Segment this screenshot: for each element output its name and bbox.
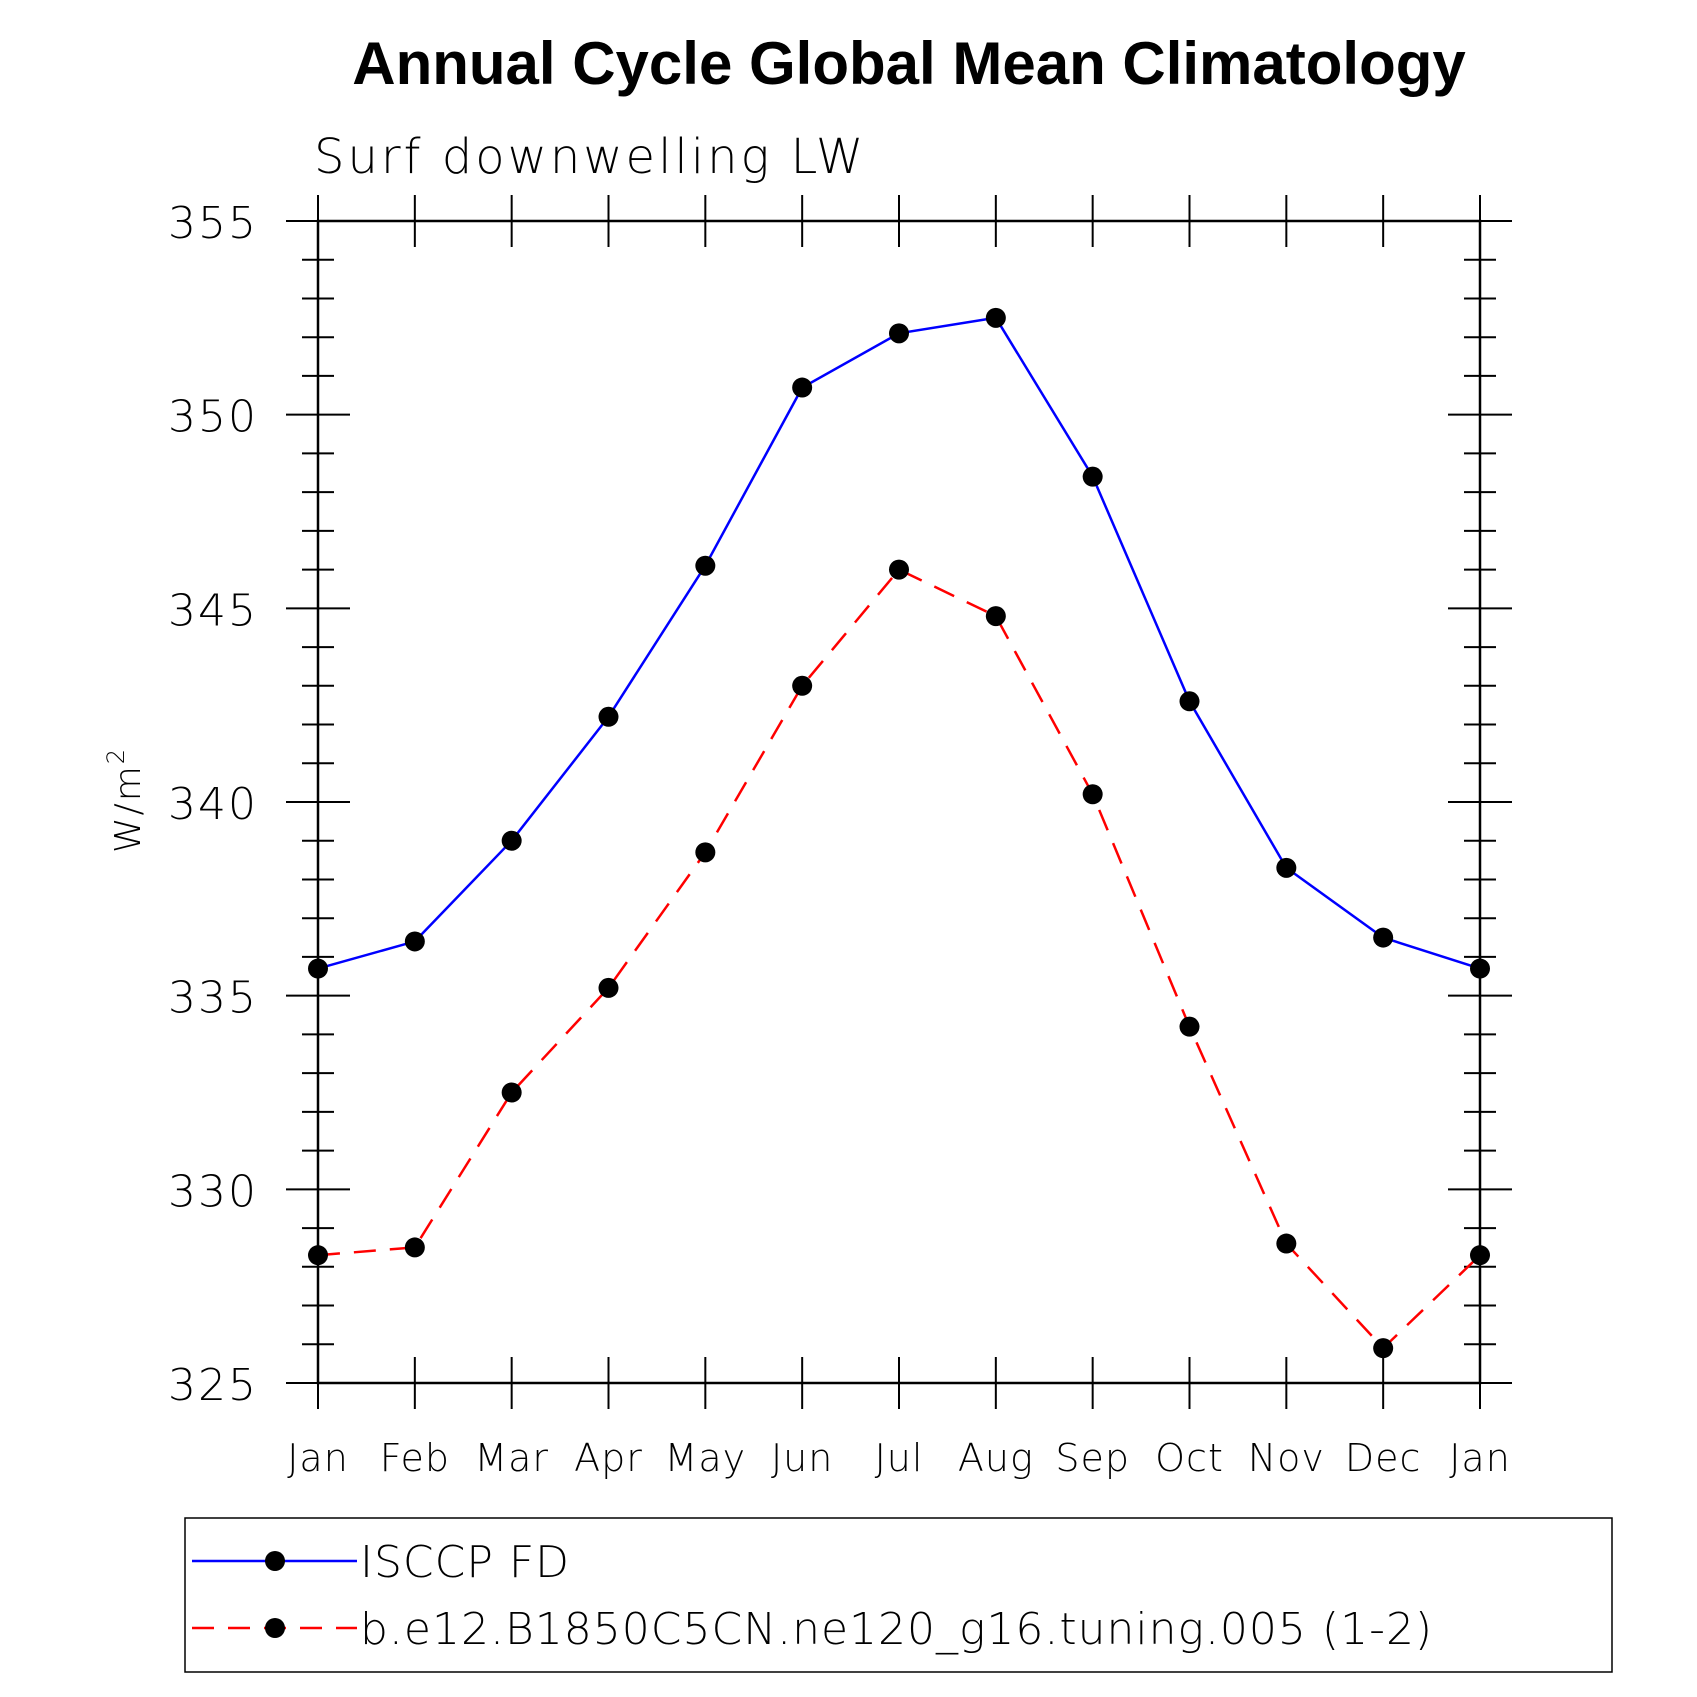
y-tick-label: 355	[168, 198, 258, 249]
data-point	[598, 706, 619, 727]
data-point	[1082, 466, 1103, 487]
x-tick-label: Jan	[1449, 1436, 1511, 1480]
data-point	[308, 1245, 328, 1266]
y-tick-label: 335	[168, 973, 258, 1024]
data-point	[792, 377, 813, 398]
data-point	[695, 555, 716, 576]
legend-label-2: b.e12.B1850C5CN.ne120_g16.tuning.005 (1-…	[360, 1604, 1433, 1655]
data-point	[501, 830, 522, 851]
x-tick-label: Jun	[771, 1436, 833, 1480]
data-point	[889, 323, 909, 344]
data-point	[792, 675, 813, 696]
y-axis-label: W/m2	[102, 747, 149, 853]
y-tick-label: 325	[168, 1360, 258, 1411]
x-tick-labels: Jan Feb Mar Apr May Jun Jul Aug Sep Oct Nov Dec Jan	[287, 1436, 1511, 1480]
y-tick-label: 345	[168, 585, 258, 636]
x-tick-label: Apr	[574, 1436, 643, 1480]
axis-ticks	[286, 195, 1512, 1409]
data-point	[695, 842, 716, 863]
data-point	[1373, 1338, 1394, 1359]
x-tick-label: Dec	[1345, 1436, 1422, 1480]
series-points	[308, 307, 1490, 1359]
x-tick-label: Feb	[380, 1436, 450, 1480]
data-point	[501, 1082, 522, 1103]
legend-marker-1	[265, 1551, 285, 1571]
x-tick-label: May	[665, 1436, 747, 1480]
data-point	[985, 606, 1006, 627]
svg-text:W/m2: W/m2	[102, 747, 149, 853]
series-line-1	[317, 316, 1481, 970]
data-point	[1276, 857, 1297, 878]
data-point	[1082, 784, 1103, 805]
data-point	[1179, 691, 1200, 712]
chart-subtitle: Surf downwelling LW	[314, 129, 866, 185]
data-point	[1373, 927, 1394, 948]
data-point	[1470, 958, 1490, 979]
series-lines	[317, 316, 1481, 1350]
data-point	[889, 559, 909, 580]
x-tick-label: Jul	[875, 1436, 924, 1480]
plot-frame	[316, 219, 1482, 1385]
chart-title: Annual Cycle Global Mean Climatology	[352, 30, 1466, 97]
y-tick-label: 340	[168, 779, 258, 830]
x-tick-label: Mar	[474, 1436, 549, 1480]
x-tick-label: Nov	[1248, 1436, 1325, 1480]
data-point	[404, 931, 425, 952]
series-line-2	[317, 568, 1481, 1350]
x-tick-label: Jan	[287, 1436, 349, 1480]
y-tick-label: 350	[168, 392, 258, 443]
data-point	[1276, 1233, 1297, 1254]
legend: ISCCP FD b.e12.B1850C5CN.ne120_g16.tuning…	[184, 1517, 1613, 1673]
x-tick-label: Aug	[958, 1436, 1034, 1480]
data-point	[308, 958, 328, 979]
legend-marker-2	[265, 1618, 285, 1638]
data-point	[598, 977, 619, 998]
y-axis-label-superscript: 2	[102, 747, 130, 764]
legend-label-1: ISCCP FD	[360, 1537, 570, 1588]
y-tick-label: 330	[168, 1166, 258, 1217]
data-point	[1470, 1245, 1490, 1266]
x-tick-label: Sep	[1055, 1436, 1130, 1480]
legend-items: ISCCP FD b.e12.B1850C5CN.ne120_g16.tuning…	[192, 1537, 1433, 1655]
legend-box	[184, 1517, 1613, 1673]
x-tick-label: Oct	[1155, 1436, 1224, 1480]
data-point	[1179, 1016, 1200, 1037]
y-axis-label-text: W/m	[108, 764, 149, 853]
data-point	[404, 1237, 425, 1258]
data-point	[985, 307, 1006, 328]
y-tick-labels: 325 330 335 340 345 350 355	[168, 198, 258, 1411]
